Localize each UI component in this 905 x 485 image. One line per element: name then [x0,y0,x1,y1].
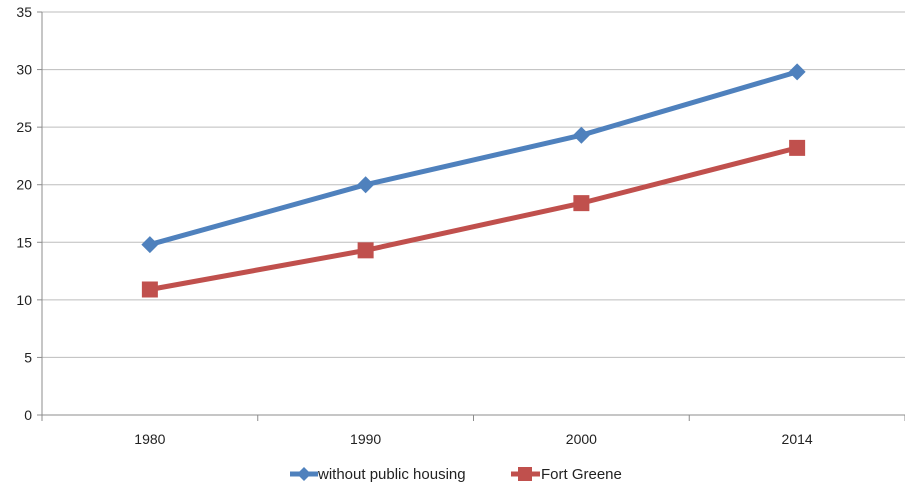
legend-item-without-public-housing: without public housing [290,466,466,483]
data-point-square [789,139,806,156]
data-point-square [357,242,374,259]
series-layer [141,63,806,298]
y-tick-label: 0 [24,407,32,423]
data-point-diamond [788,63,806,81]
x-tick-label: 1990 [350,431,381,447]
data-point-diamond [357,176,375,194]
legend-label: without public housing [317,466,466,483]
x-axis: 1980 1990 2000 2014 [41,414,905,447]
data-point-diamond [141,236,159,254]
x-tick-label: 2000 [566,431,597,447]
y-tick-label: 5 [24,349,32,365]
y-tick-label: 20 [16,177,32,193]
legend-item-fort-greene: Fort Greene [511,466,622,483]
y-tick-label: 25 [16,119,32,135]
series-line-1 [147,145,800,292]
data-point-square [573,195,590,212]
data-point-square [141,281,158,298]
series-line-0 [147,69,800,248]
x-tick-label: 1980 [134,431,165,447]
legend-marker-square [518,467,532,481]
data-point-diamond [572,126,590,144]
legend: without public housing Fort Greene [290,466,622,483]
gridlines [42,11,905,358]
legend-label: Fort Greene [541,466,622,483]
y-tick-label: 35 [16,4,32,20]
y-tick-label: 15 [16,234,32,250]
y-tick-label: 10 [16,292,32,308]
legend-marker-diamond [297,467,311,481]
x-tick-label: 2014 [782,431,813,447]
y-tick-label: 30 [16,62,32,78]
y-axis: 0 5 10 15 20 25 30 35 [16,4,43,423]
